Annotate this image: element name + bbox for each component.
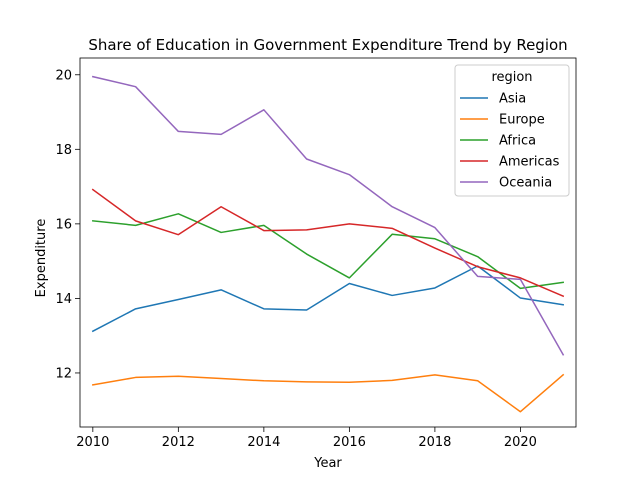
x-tick-label: 2020	[504, 435, 537, 450]
x-axis-label: Year	[313, 456, 342, 471]
legend-label-africa: Africa	[499, 134, 536, 149]
y-tick-label: 12	[55, 366, 72, 381]
series-line-europe	[91, 373, 565, 413]
y-axis: 12 14 16 18 20	[55, 68, 80, 381]
legend-label-americas: Americas	[499, 155, 560, 170]
x-tick-label: 2016	[333, 435, 366, 450]
legend-label-asia: Asia	[499, 92, 526, 107]
series-line-asia	[91, 265, 565, 333]
y-tick-label: 18	[55, 143, 72, 158]
x-tick-label: 2018	[418, 435, 451, 450]
x-tick-label: 2010	[76, 435, 109, 450]
y-tick-label: 16	[55, 217, 72, 232]
legend-label-europe: Europe	[499, 113, 545, 128]
x-tick-label: 2014	[247, 435, 280, 450]
x-axis: 2010 2012 2014 2016 2018 2020	[76, 427, 537, 450]
y-axis-label: Expenditure	[34, 219, 49, 298]
y-tick-label: 14	[55, 292, 72, 307]
series-lines	[91, 75, 565, 413]
chart-title: Share of Education in Government Expendi…	[88, 36, 567, 54]
plot-frame	[79, 57, 577, 428]
x-tick-label: 2012	[162, 435, 195, 450]
y-tick-label: 20	[55, 68, 72, 83]
series-line-oceania	[91, 75, 565, 356]
legend-title: region	[491, 70, 532, 85]
plot-area	[79, 57, 577, 428]
series-line-africa	[92, 213, 565, 290]
legend-label-oceania: Oceania	[499, 176, 552, 191]
series-line-americas	[91, 188, 565, 298]
legend: region Asia Europe Africa Americas Oceania	[454, 64, 570, 197]
